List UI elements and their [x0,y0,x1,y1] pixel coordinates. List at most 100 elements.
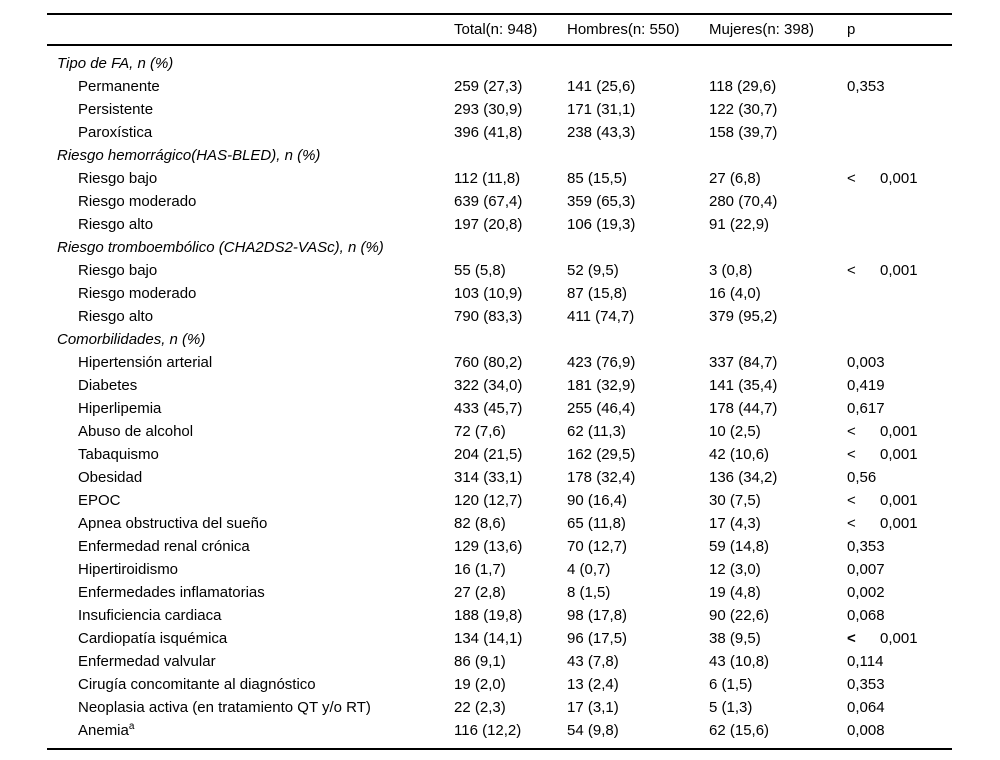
cell-p-value [847,282,952,305]
row-label: Paroxística [78,124,153,141]
row-label: Riesgo alto [78,216,154,233]
cell-total: 27 (2,8) [454,584,506,601]
cell-mujeres: 38 (9,5) [709,630,761,647]
cell-p-value: 0,353 [847,538,885,555]
row-label: Anemiaa [78,721,135,740]
cell-total: 259 (27,3) [454,78,523,95]
cell-total: 639 (67,4) [454,193,523,210]
row-label: Hipertensión arterial [78,354,213,371]
section-header-row: Comorbilidades, n (%) [47,328,952,351]
cell-mujeres: 90 (22,6) [709,607,770,624]
row-label: EPOC [78,492,121,509]
cell-p-value [847,190,952,213]
cell-total: 322 (34,0) [454,377,523,394]
cell-hombres: 238 (43,3) [567,124,636,141]
table-row: Enfermedades inflamatorias 27 (2,8) 8 (1,5… [47,581,952,604]
cell-mujeres: 6 (1,5) [709,676,753,693]
column-header-mujeres: Mujeres(n: 398) [709,14,847,46]
section-header-row: Tipo de FA, n (%) [47,45,952,75]
less-than-sign: < [847,630,856,647]
section-title: Riesgo tromboembólico (CHA2DS2-VASc), n … [57,239,384,256]
cell-mujeres: 280 (70,4) [709,193,778,210]
cell-mujeres: 136 (34,2) [709,469,778,486]
row-label: Cardiopatía isquémica [78,630,228,647]
cell-hombres: 43 (7,8) [567,653,619,670]
section-header-row: Riesgo hemorrágico(HAS-BLED), n (%) [47,144,952,167]
cell-p-value: 0,064 [847,699,885,716]
cell-total: 103 (10,9) [454,285,523,302]
cell-total: 293 (30,9) [454,101,523,118]
cell-total: 82 (8,6) [454,515,506,532]
cell-mujeres: 43 (10,8) [709,653,770,670]
cell-total: 197 (20,8) [454,216,523,233]
table-row: Enfermedad renal crónica 129 (13,6) 70 (12… [47,535,952,558]
cell-p-value: <0,001 [847,262,918,279]
table-body: Tipo de FA, n (%) Permanente 259 (27,3) 141… [47,45,952,749]
cell-hombres: 65 (11,8) [567,515,626,532]
table-row: Cirugía concomitante al diagnóstico 19 (2… [47,673,952,696]
cell-p-value [847,213,952,236]
row-label: Riesgo bajo [78,170,158,187]
cell-hombres: 54 (9,8) [567,722,619,739]
table-row: Permanente 259 (27,3) 141 (25,6) 118 (29,6)… [47,75,952,98]
cell-hombres: 13 (2,4) [567,676,619,693]
row-label: Riesgo alto [78,308,154,325]
row-label: Neoplasia activa (en tratamiento QT y/o … [78,699,371,716]
cell-total: 433 (45,7) [454,400,523,417]
cell-hombres: 52 (9,5) [567,262,619,279]
cell-total: 134 (14,1) [454,630,523,647]
table-row: Persistente 293 (30,9) 171 (31,1) 122 (30,7… [47,98,952,121]
table-row: Cardiopatía isquémica 134 (14,1) 96 (17,5)… [47,627,952,650]
less-than-sign: < [847,170,856,187]
table-row: Apnea obstructiva del sueño 82 (8,6) 65 (1… [47,512,952,535]
cell-p-value: <0,001 [847,630,918,647]
table-row: Riesgo alto 197 (20,8) 106 (19,3) 91 (22,9) [47,213,952,236]
cell-p-value: <0,001 [847,446,918,463]
table-row: Riesgo alto 790 (83,3) 411 (74,7) 379 (95,2… [47,305,952,328]
cell-mujeres: 141 (35,4) [709,377,778,394]
cell-mujeres: 30 (7,5) [709,492,761,509]
cell-total: 116 (12,2) [454,722,522,739]
cell-hombres: 85 (15,5) [567,170,628,187]
table-row: Riesgo bajo 112 (11,8) 85 (15,5) 27 (6,8) <0… [47,167,952,190]
cell-total: 188 (19,8) [454,607,523,624]
cell-total: 396 (41,8) [454,124,523,141]
cell-hombres: 171 (31,1) [567,101,636,118]
table-row: Riesgo moderado 639 (67,4) 359 (65,3) 280 (… [47,190,952,213]
less-than-sign: < [847,492,856,509]
cell-mujeres: 3 (0,8) [709,262,753,279]
table-row: Hiperlipemia 433 (45,7) 255 (46,4) 178 (44,… [47,397,952,420]
row-label: Enfermedad renal crónica [78,538,250,555]
cell-hombres: 423 (76,9) [567,354,636,371]
statistics-table-container: Total(n: 948) Hombres(n: 550) Mujeres(n:… [47,13,952,750]
cell-total: 55 (5,8) [454,262,506,279]
row-label: Cirugía concomitante al diagnóstico [78,676,316,693]
cell-p-value [847,121,952,144]
row-label: Abuso de alcohol [78,423,194,440]
row-label: Riesgo bajo [78,262,158,279]
cell-hombres: 4 (0,7) [567,561,611,578]
cell-total: 112 (11,8) [454,170,521,187]
cell-mujeres: 5 (1,3) [709,699,753,716]
row-label: Obesidad [78,469,143,486]
table-row: Paroxística 396 (41,8) 238 (43,3) 158 (39,7… [47,121,952,144]
less-than-sign: < [847,262,856,279]
cell-p-value: 0,068 [847,607,885,624]
row-label: Hipertiroidismo [78,561,179,578]
row-label: Diabetes [78,377,138,394]
cell-hombres: 162 (29,5) [567,446,636,463]
cell-p-value: <0,001 [847,492,918,509]
table-row: Neoplasia activa (en tratamiento QT y/o … [47,696,952,719]
cell-mujeres: 16 (4,0) [709,285,761,302]
header-row: Total(n: 948) Hombres(n: 550) Mujeres(n:… [47,14,952,46]
cell-total: 16 (1,7) [454,561,506,578]
table-row: Obesidad 314 (33,1) 178 (32,4) 136 (34,2) 0,… [47,466,952,489]
section-title: Comorbilidades, n (%) [57,331,206,348]
cell-p-value: 0,617 [847,400,885,417]
cell-mujeres: 62 (15,6) [709,722,770,739]
table-row: Hipertensión arterial 760 (80,2) 423 (76,9… [47,351,952,374]
row-label: Riesgo moderado [78,285,197,302]
cell-mujeres: 19 (4,8) [709,584,761,601]
cell-hombres: 96 (17,5) [567,630,628,647]
